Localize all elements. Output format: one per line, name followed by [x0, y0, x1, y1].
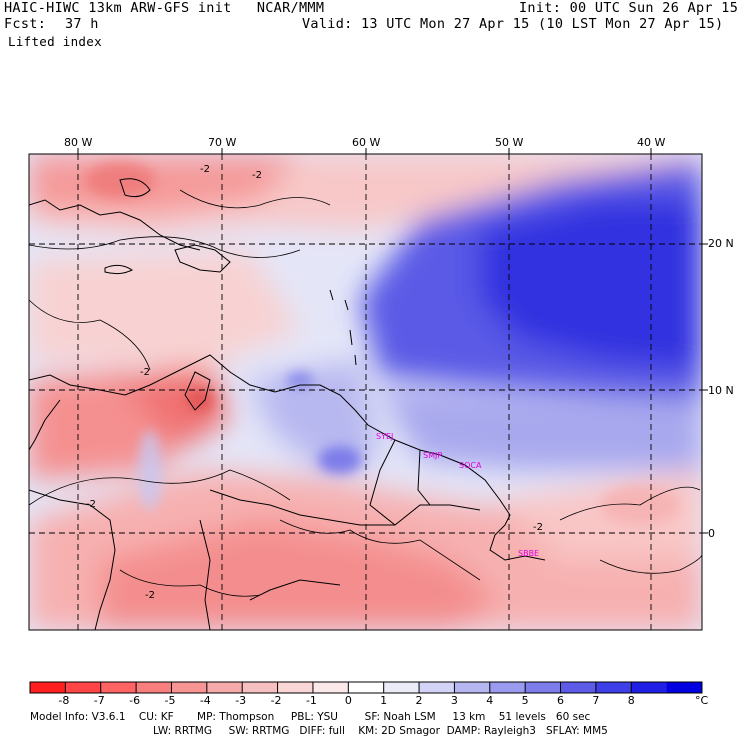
lon-label-40w: 40 W [637, 136, 666, 149]
colorbar-swatch [419, 682, 455, 693]
colorbar-swatch [666, 682, 703, 693]
contours [29, 189, 702, 597]
colorbar-tick-label: 3 [450, 694, 458, 707]
lat-label-20n: 20 N [708, 237, 734, 250]
model-info-line2: LW: RRTMG SW: RRTMG DIFF: full KM: 2D Sm… [153, 725, 608, 737]
colorbar-tick-label: -7 [93, 694, 105, 707]
colorbar-tick-label: -6 [129, 694, 141, 707]
model-info-line1: Model Info: V3.6.1 CU: KF MP: Thompson P… [30, 711, 591, 723]
colorbar-swatch [560, 682, 597, 693]
colorbar-swatch [383, 682, 420, 693]
colorbar-swatch [242, 682, 278, 693]
contour-label: -2 [533, 522, 543, 533]
colorbar-swatch [348, 682, 384, 693]
contour-label: -2 [86, 499, 96, 510]
colorbar-swatch [277, 682, 314, 693]
colorbar-tick-label: -2 [270, 694, 282, 707]
colorbar-swatch [136, 682, 172, 693]
colorbar-swatch [454, 682, 491, 693]
station-label: SMJP [423, 451, 443, 460]
forecast-label: Fcst: [4, 16, 47, 32]
station-label: SOCA [459, 461, 482, 470]
colorbar-tick-label: 2 [415, 694, 423, 707]
init-time: Init: 00 UTC Sun 26 Apr 15 [519, 0, 739, 16]
contour-label: -2 [252, 170, 262, 181]
colorbar-tick-label: 4 [486, 694, 494, 707]
forecast-hours: 37 h [65, 16, 99, 32]
station-label: SBBE [518, 549, 540, 558]
colorbar-swatch [595, 682, 632, 693]
colorbar-tick-label: 1 [380, 694, 388, 707]
valid-time: Valid: 13 UTC Mon 27 Apr 15 (10 LST Mon … [302, 16, 724, 32]
colorbar-unit: °C [695, 694, 709, 707]
colorbar-swatch [525, 682, 561, 693]
colorbar-swatch [312, 682, 349, 693]
lon-label-50w: 50 W [495, 136, 524, 149]
graticule [29, 154, 702, 630]
lon-label-70w: 70 W [208, 136, 237, 149]
colorbar-swatch [100, 682, 137, 693]
lon-label-60w: 60 W [352, 136, 381, 149]
model-title: HAIC-HIWC 13km ARW-GFS init NCAR/MMM [4, 0, 325, 16]
colorbar-tick-label: 6 [557, 694, 565, 707]
colorbar-swatch [65, 682, 102, 693]
colorbar-tick-label: -8 [58, 694, 70, 707]
contour-label: -2 [145, 590, 155, 601]
colorbar [29, 681, 703, 694]
colorbar-tick-label: 7 [592, 694, 600, 707]
colorbar-tick-label: -1 [305, 694, 317, 707]
lon-label-80w: 80 W [64, 136, 93, 149]
colorbar-swatch [171, 682, 208, 693]
colorbar-tick-label: -5 [164, 694, 176, 707]
colorbar-tick-label: -4 [199, 694, 211, 707]
contour-label: -2 [140, 367, 150, 378]
lat-label-10n: 10 N [708, 384, 734, 397]
contour-label: -2 [200, 164, 210, 175]
colorbar-tick-label: 8 [627, 694, 635, 707]
lifted-index-field: -2 -2 -2 -2 -2 -2 [29, 154, 702, 630]
colorbar-swatch [631, 682, 667, 693]
colorbar-tick-label: 5 [521, 694, 529, 707]
lat-label-0: 0 [708, 527, 715, 540]
station-label: SYEJ [376, 432, 394, 441]
colorbar-frame [29, 681, 703, 694]
field-name: Lifted index [8, 34, 102, 49]
colorbar-swatch [206, 682, 243, 693]
colorbar-swatch [30, 682, 66, 693]
colorbar-tick-label: -3 [235, 694, 247, 707]
colorbar-swatch [489, 682, 526, 693]
colorbar-tick-label: 0 [344, 694, 352, 707]
